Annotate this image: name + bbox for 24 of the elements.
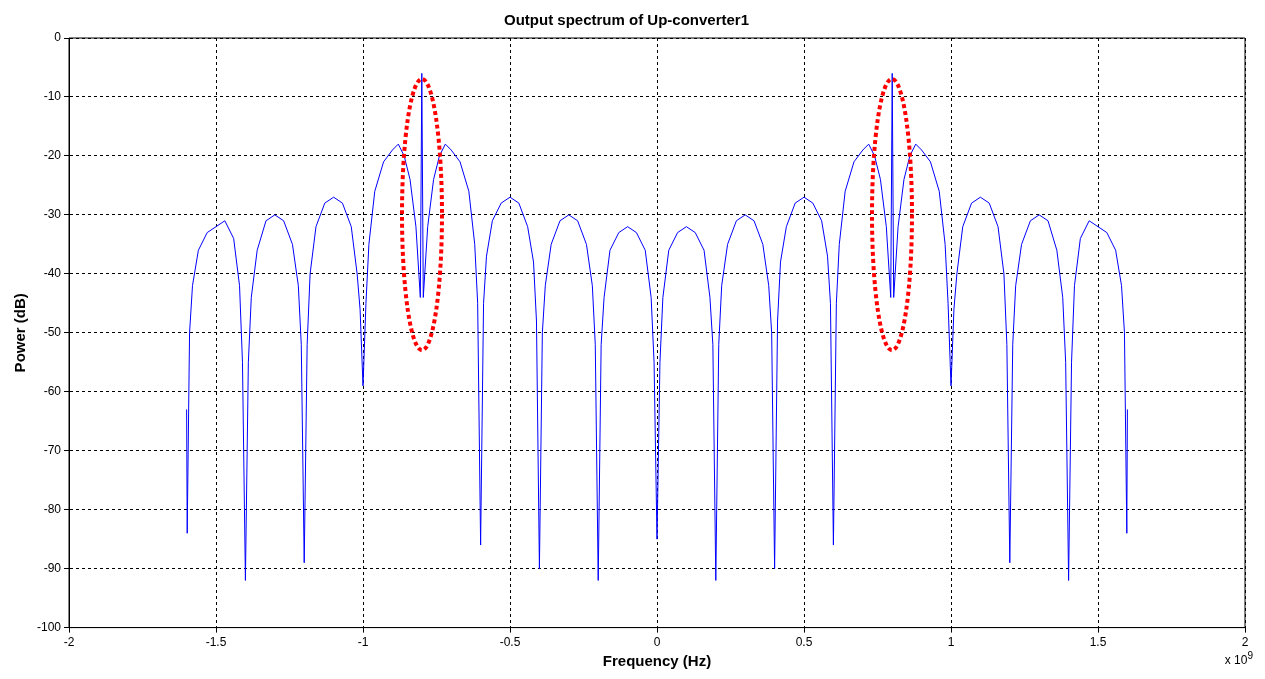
y-tick-label: -30 xyxy=(43,207,62,222)
chart-title: Output spectrum of Up-converter1 xyxy=(503,11,750,29)
x-tick-label: -0.5 xyxy=(499,635,521,650)
x-tick-label: 1.5 xyxy=(1089,635,1107,650)
x-tick-label: 2 xyxy=(1241,635,1249,650)
y-axis-title: Power (dB) xyxy=(11,293,29,373)
y-tick-label: -80 xyxy=(43,501,62,516)
y-tick-label: -50 xyxy=(43,325,62,340)
x-axis-title: Frequency (Hz) xyxy=(602,652,712,670)
x-tick-label: -1 xyxy=(357,635,369,650)
y-tick-label: -20 xyxy=(43,148,62,163)
x-tick-label: 0.5 xyxy=(795,635,813,650)
x-tick-label: -2 xyxy=(63,635,75,650)
y-tick-label: -10 xyxy=(43,89,62,104)
y-tick-label: -40 xyxy=(43,266,62,281)
y-tick-label: 0 xyxy=(54,30,62,45)
x-tick-label: -1.5 xyxy=(205,635,227,650)
text: x 10$^{9}$ xyxy=(1224,649,1253,667)
x-tick-label: 0 xyxy=(653,635,661,650)
y-tick-label: -100 xyxy=(36,619,62,634)
y-tick-label: -70 xyxy=(43,443,62,458)
x-tick-label: 1 xyxy=(947,635,955,650)
y-tick-label: -90 xyxy=(43,560,62,575)
y-tick-label: -60 xyxy=(43,384,62,399)
